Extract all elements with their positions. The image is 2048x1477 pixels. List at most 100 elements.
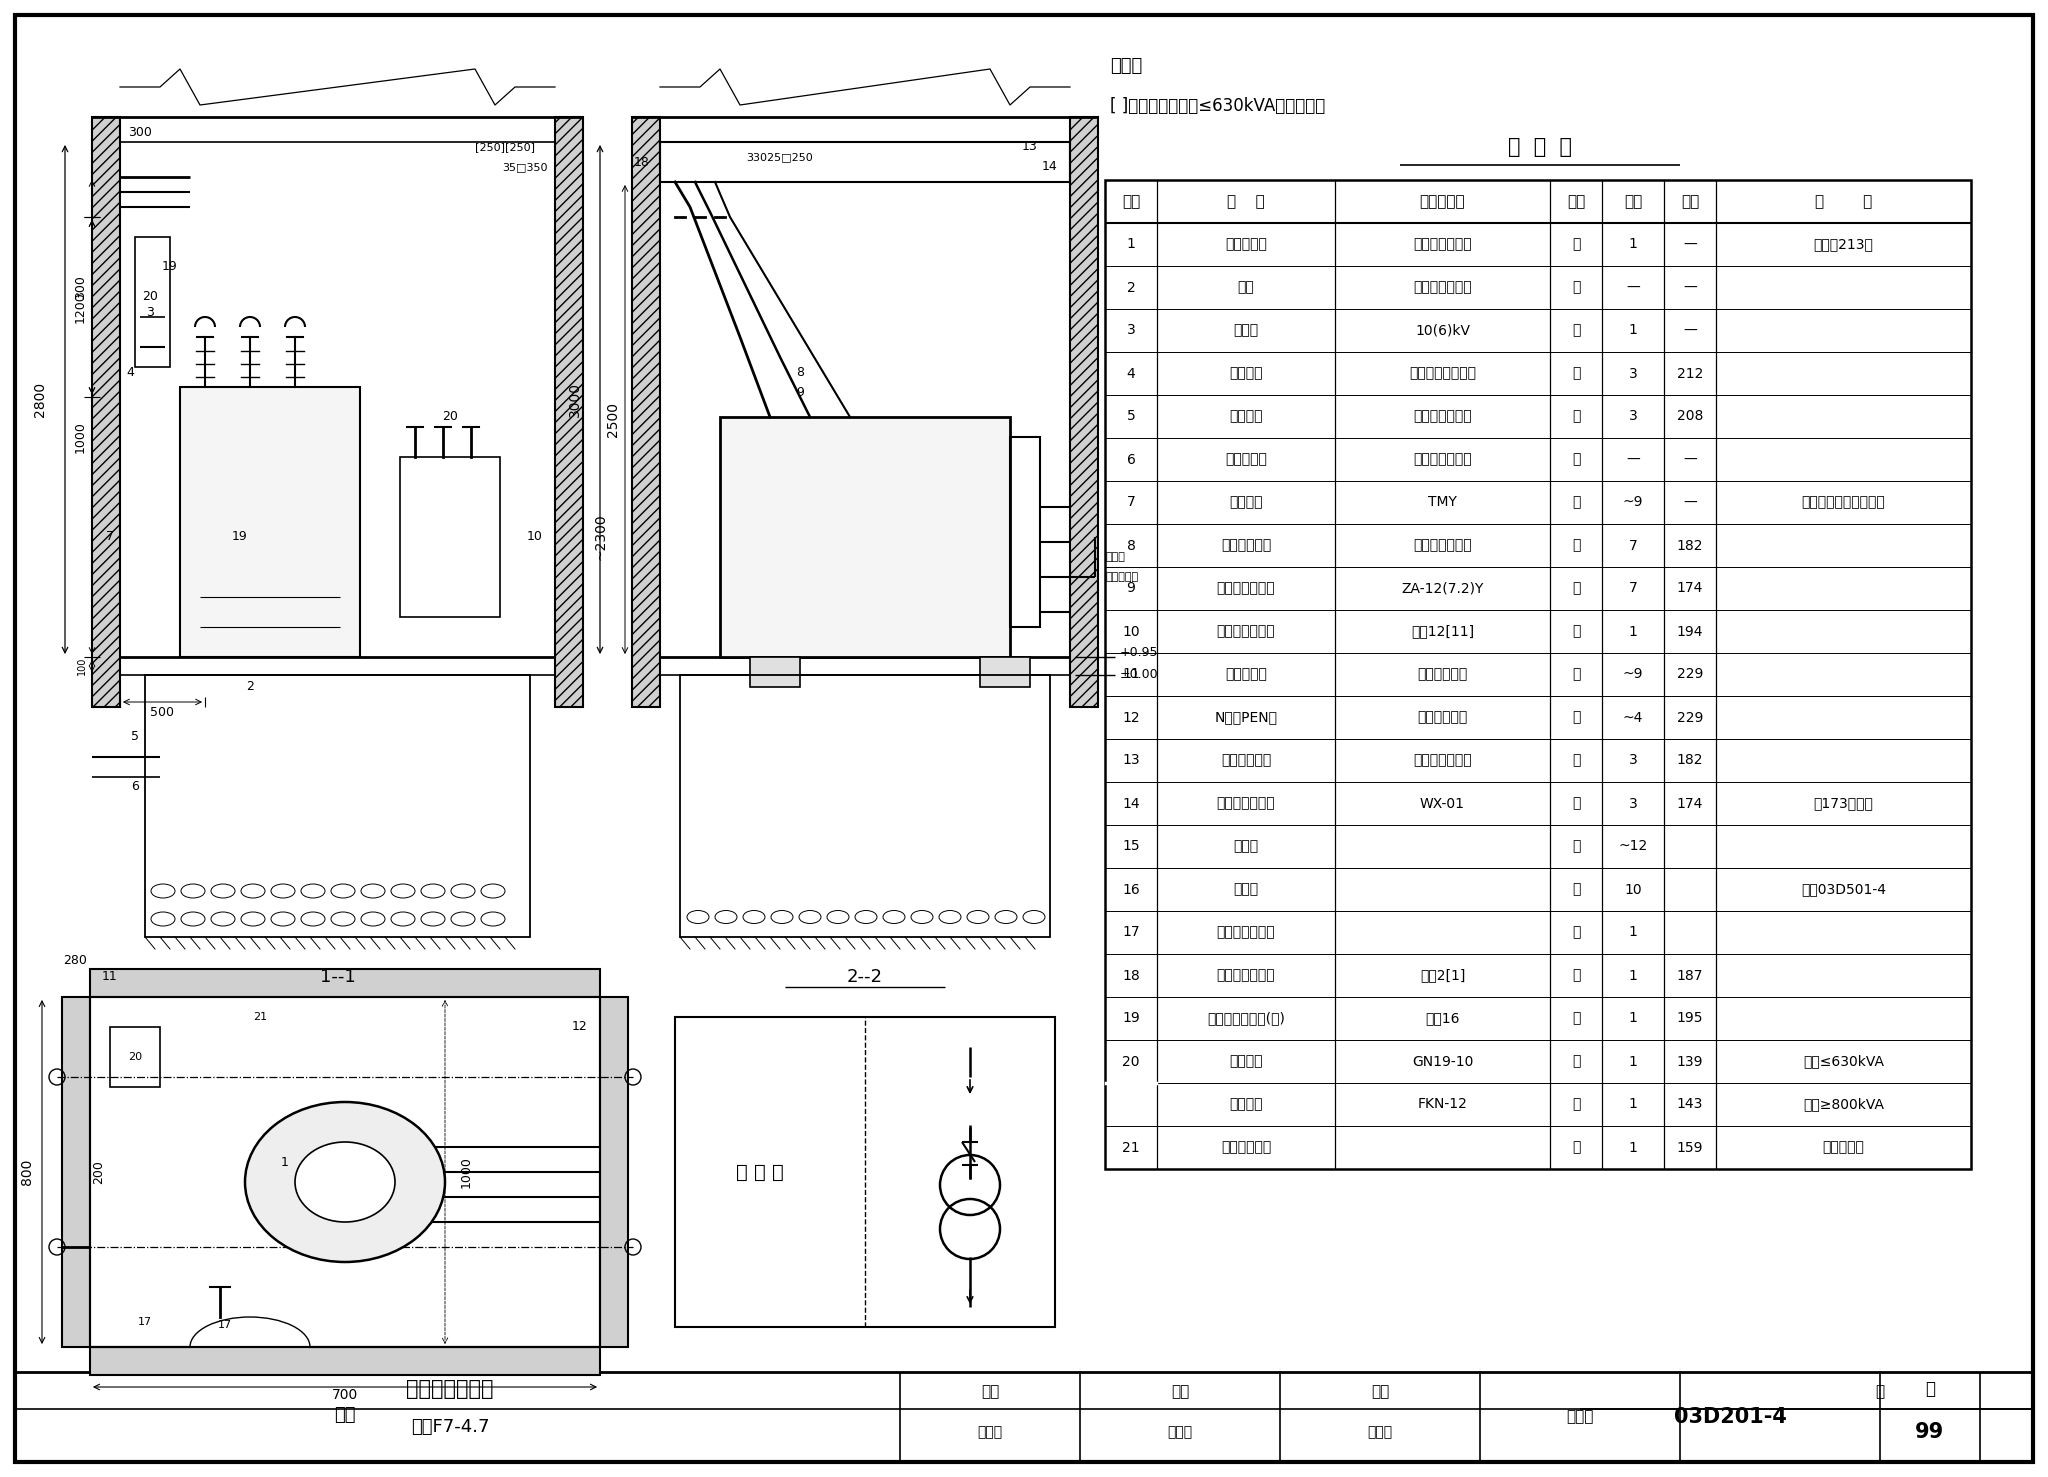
Text: 10(6)kV: 10(6)kV [1415, 323, 1470, 338]
Text: 数量: 数量 [1624, 193, 1642, 210]
Ellipse shape [211, 885, 236, 898]
Text: 15: 15 [1122, 839, 1141, 854]
Text: 10: 10 [526, 530, 543, 544]
Text: ZA-12(7.2)Y: ZA-12(7.2)Y [1401, 582, 1483, 595]
Text: ~2300: ~2300 [594, 514, 606, 560]
Text: 电缆头: 电缆头 [1233, 323, 1260, 338]
Bar [981, 657, 1030, 687]
Text: 台: 台 [1571, 1140, 1581, 1155]
Ellipse shape [301, 885, 326, 898]
Text: 个: 个 [1571, 409, 1581, 424]
Text: 台: 台 [1571, 1055, 1581, 1068]
Text: 个: 个 [1571, 882, 1581, 897]
Text: 序号: 序号 [1122, 193, 1141, 210]
Text: 米: 米 [1571, 452, 1581, 467]
Text: 3: 3 [1628, 366, 1636, 381]
Text: 为配套产品: 为配套产品 [1823, 1140, 1864, 1155]
Text: ~9: ~9 [1622, 495, 1642, 510]
Text: 7: 7 [106, 530, 115, 544]
Text: 电缆支架: 电缆支架 [1229, 409, 1264, 424]
Text: 17: 17 [217, 1320, 231, 1329]
Ellipse shape [152, 911, 174, 926]
Text: 按电缆芯截面确定: 按电缆芯截面确定 [1409, 366, 1477, 381]
Bar [680, 675, 1051, 936]
Ellipse shape [451, 885, 475, 898]
Text: 审核: 审核 [981, 1384, 999, 1400]
Bar [555, 117, 584, 707]
Text: 由工程设计确定: 由工程设计确定 [1413, 452, 1473, 467]
Text: 米: 米 [1571, 281, 1581, 294]
Text: 03D201-4: 03D201-4 [1673, 1408, 1786, 1427]
Text: 低压相母线: 低压相母线 [1225, 668, 1268, 681]
Bar [676, 1018, 1055, 1326]
Text: 型式12[11]: 型式12[11] [1411, 625, 1475, 638]
Text: 5: 5 [1126, 409, 1135, 424]
Text: 台: 台 [1571, 1097, 1581, 1112]
Text: 规格按变压器容量确定: 规格按变压器容量确定 [1802, 495, 1886, 510]
Text: 1: 1 [1628, 969, 1638, 982]
Text: 电缆: 电缆 [1237, 281, 1253, 294]
Text: 接线端子: 接线端子 [1229, 366, 1264, 381]
Text: 4: 4 [127, 365, 133, 378]
Text: 固定钩: 固定钩 [1233, 882, 1260, 897]
Text: 台: 台 [1571, 238, 1581, 251]
Text: ~4: ~4 [1622, 710, 1642, 725]
Text: 1: 1 [1628, 238, 1638, 251]
Text: 个: 个 [1571, 926, 1581, 939]
Text: 2: 2 [1126, 281, 1135, 294]
Text: 4: 4 [1126, 366, 1135, 381]
Bar [90, 1347, 600, 1375]
Text: 20: 20 [127, 1052, 141, 1062]
Text: 接地见213页: 接地见213页 [1815, 238, 1874, 251]
Text: 图集号: 图集号 [1567, 1409, 1593, 1424]
Text: 校对: 校对 [1171, 1384, 1190, 1400]
Ellipse shape [911, 910, 934, 923]
Text: 300: 300 [129, 126, 152, 139]
Text: 页: 页 [1925, 1380, 1935, 1399]
Text: 99: 99 [1915, 1422, 1946, 1442]
Text: 1: 1 [281, 1155, 289, 1168]
Bar [92, 117, 121, 707]
Text: 手力操动机构: 手力操动机构 [1221, 1140, 1272, 1155]
Text: 1: 1 [1628, 1140, 1638, 1155]
Bar [721, 417, 1010, 657]
Text: 动稳炸: 动稳炸 [977, 1425, 1004, 1439]
Text: 3000: 3000 [567, 383, 582, 417]
Text: 高压母线: 高压母线 [1229, 495, 1264, 510]
Text: 个: 个 [1571, 796, 1581, 811]
Text: 182: 182 [1677, 753, 1704, 768]
Text: 3: 3 [1628, 796, 1636, 811]
Text: 2800: 2800 [33, 383, 47, 417]
Bar [61, 997, 90, 1347]
Text: 174: 174 [1677, 582, 1704, 595]
Text: 1: 1 [1126, 238, 1135, 251]
Text: 临时接地接线柱: 临时接地接线柱 [1217, 926, 1276, 939]
Text: —: — [1683, 452, 1698, 467]
Text: 19: 19 [231, 530, 248, 544]
Text: 低压母线穿墙板: 低压母线穿墙板 [1217, 969, 1276, 982]
Ellipse shape [391, 885, 416, 898]
Text: 800: 800 [20, 1159, 35, 1185]
Text: 参见03D501-4: 参见03D501-4 [1800, 882, 1886, 897]
Ellipse shape [180, 911, 205, 926]
Ellipse shape [770, 910, 793, 923]
Text: 10: 10 [1122, 625, 1141, 638]
Text: 300: 300 [74, 275, 86, 298]
Text: 高低压母线支架: 高低压母线支架 [1217, 625, 1276, 638]
Text: 8: 8 [797, 365, 805, 378]
Text: 接地线: 接地线 [1106, 552, 1124, 563]
Text: +0.95: +0.95 [1120, 645, 1159, 659]
Text: 2--2: 2--2 [848, 967, 883, 987]
Text: 14: 14 [1122, 796, 1141, 811]
Text: 页: 页 [1876, 1384, 1884, 1400]
Text: 按电缆外径确定: 按电缆外径确定 [1413, 409, 1473, 424]
Text: 低压母线夹具: 低压母线夹具 [1221, 753, 1272, 768]
Text: 说明：: 说明： [1110, 58, 1143, 75]
Ellipse shape [301, 911, 326, 926]
Ellipse shape [995, 910, 1018, 923]
Text: 1: 1 [1628, 1012, 1638, 1025]
Ellipse shape [422, 885, 444, 898]
Text: 单位: 单位 [1567, 193, 1585, 210]
Ellipse shape [827, 910, 850, 923]
Text: 11: 11 [1122, 668, 1141, 681]
